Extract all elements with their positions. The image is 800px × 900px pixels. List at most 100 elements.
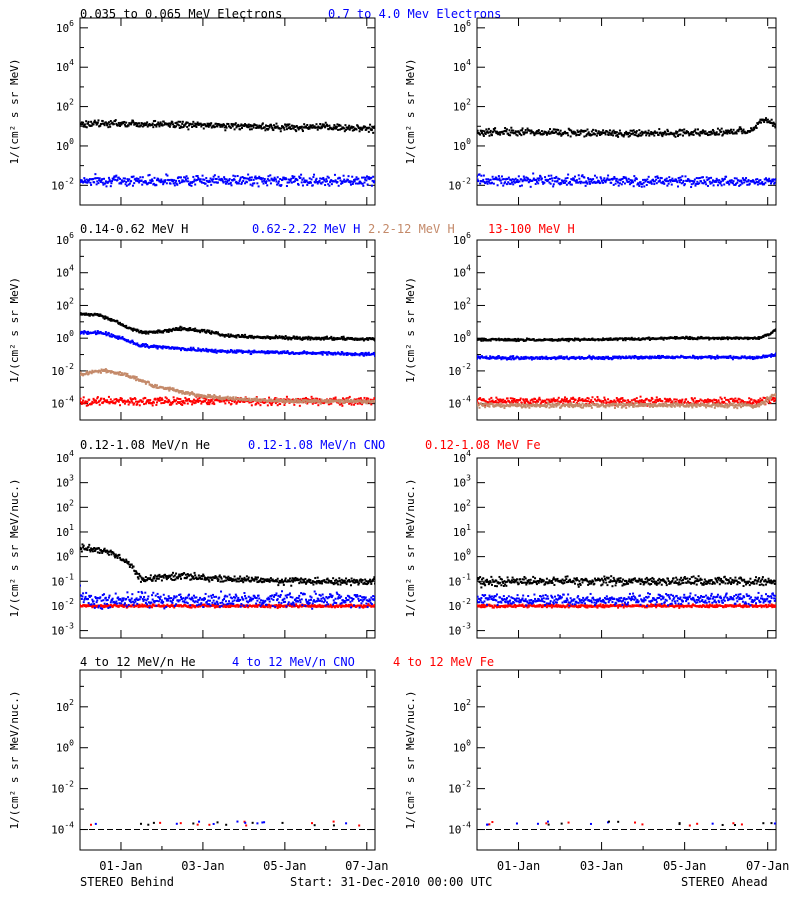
- data-point: [553, 177, 556, 180]
- data-point: [610, 403, 613, 406]
- data-point: [510, 179, 513, 182]
- data-point: [602, 179, 605, 182]
- data-point: [587, 397, 590, 400]
- data-point: [613, 130, 616, 133]
- data-point: [188, 398, 191, 401]
- data-point: [676, 185, 679, 188]
- data-point: [107, 395, 110, 398]
- data-point: [700, 403, 703, 406]
- data-point: [116, 335, 119, 338]
- data-point: [523, 404, 526, 407]
- data-point: [574, 405, 577, 408]
- data-point: [338, 398, 341, 401]
- data-point: [138, 181, 141, 184]
- data-point: [686, 131, 689, 134]
- data-point: [112, 334, 115, 337]
- data-point: [89, 181, 92, 184]
- data-point: [180, 176, 183, 179]
- data-point: [135, 376, 138, 379]
- data-point: [325, 351, 328, 354]
- data-point: [125, 338, 128, 341]
- data-point: [87, 404, 90, 407]
- data-point: [557, 402, 560, 405]
- data-point: [123, 402, 126, 405]
- data-point: [253, 397, 256, 400]
- row4-header-3: 4 to 12 MeV Fe: [393, 655, 494, 669]
- data-point: [653, 134, 656, 137]
- data-point: [667, 182, 670, 185]
- data-point: [520, 134, 523, 137]
- data-point: [314, 181, 317, 184]
- data-point: [269, 174, 272, 177]
- data-point: [255, 402, 258, 405]
- data-point: [705, 400, 708, 403]
- data-point: [548, 132, 551, 135]
- data-point: [97, 119, 100, 122]
- data-point: [700, 402, 703, 405]
- data-point: [366, 183, 369, 186]
- data-point: [248, 179, 251, 182]
- data-point: [517, 175, 520, 178]
- data-point: [239, 176, 242, 179]
- data-point: [82, 180, 85, 183]
- data-point: [185, 175, 188, 178]
- data-point: [190, 400, 193, 403]
- data-point: [162, 120, 165, 123]
- data-point: [580, 180, 583, 183]
- data-point: [293, 403, 296, 406]
- data-point: [175, 121, 178, 124]
- data-point: [492, 182, 495, 185]
- data-point: [279, 350, 282, 353]
- data-point: [229, 350, 232, 353]
- data-point: [642, 405, 645, 408]
- data-point: [679, 399, 682, 402]
- data-point: [317, 337, 320, 340]
- data-point: [266, 350, 269, 353]
- data-point: [676, 402, 679, 405]
- data-point: [727, 181, 730, 184]
- data-point: [234, 123, 237, 126]
- data-point: [564, 405, 567, 408]
- data-point: [212, 178, 215, 181]
- data-point: [731, 130, 734, 133]
- data-point: [295, 124, 298, 127]
- data-point: [661, 182, 664, 185]
- data-point: [355, 337, 358, 340]
- data-point: [733, 177, 736, 180]
- data-point: [88, 398, 91, 401]
- data-point: [216, 181, 219, 184]
- data-point: [737, 130, 740, 133]
- data-point: [342, 174, 345, 177]
- data-point: [667, 180, 670, 183]
- data-point: [261, 123, 264, 126]
- data-point: [551, 402, 554, 405]
- data-point: [639, 395, 642, 398]
- data-point: [202, 397, 205, 400]
- data-point: [583, 399, 586, 402]
- data-point: [189, 181, 192, 184]
- data-point: [505, 130, 508, 133]
- data-point: [85, 126, 88, 129]
- data-point: [184, 328, 187, 331]
- data-point: [151, 344, 154, 347]
- data-point: [625, 406, 628, 409]
- data-point: [155, 179, 158, 182]
- data-point: [772, 397, 775, 400]
- data-point: [110, 318, 113, 321]
- data-point: [508, 129, 511, 132]
- data-point: [93, 181, 96, 184]
- data-point: [352, 181, 355, 184]
- data-point: [509, 401, 512, 404]
- data-point: [570, 129, 573, 132]
- data-point: [111, 121, 114, 124]
- data-point: [549, 182, 552, 185]
- data-point: [516, 403, 519, 406]
- data-point: [285, 400, 288, 403]
- data-point: [674, 135, 677, 138]
- data-point: [556, 404, 559, 407]
- data-point: [164, 345, 167, 348]
- data-point: [293, 175, 296, 178]
- data-point: [720, 130, 723, 133]
- data-point: [365, 402, 368, 405]
- data-point: [189, 348, 192, 351]
